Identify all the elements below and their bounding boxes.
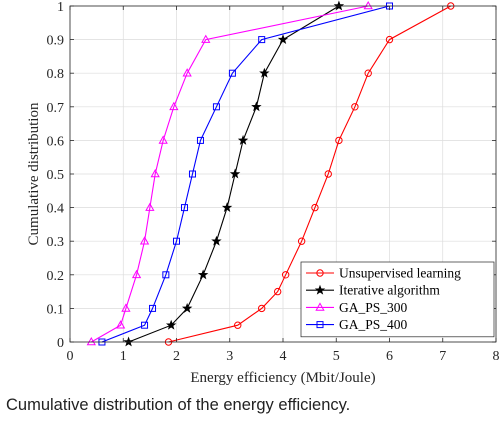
circle-marker [234,321,242,329]
legend-item: Iterative algorithm [306,283,440,298]
series-star [123,0,345,347]
triangle-marker [315,302,325,311]
x-tick-label: 4 [280,349,287,364]
y-tick-label: 0.6 [47,134,65,149]
triangle-marker [121,303,131,312]
circle-marker [297,237,306,245]
circle-marker [281,271,290,279]
legend-label: Iterative algorithm [339,283,440,298]
square-marker [188,170,196,178]
circle-marker [335,136,343,145]
legend-label: GA_PS_400 [339,317,408,332]
y-axis-label: Cumulative distribution [26,102,42,245]
square-marker [162,271,170,279]
star-marker [333,0,345,11]
triangle-marker [201,34,211,43]
circle-marker [364,69,372,77]
x-axis-label: Energy efficiency (Mbit/Joule) [190,370,375,386]
cdf-chart: 0 1 2 3 4 5 6 7 8 0 0.1 0.2 0.3 0.4 0.5 0.6 0.7 0.8 0.9 1 E… [26,0,500,386]
square-marker [258,36,266,44]
series-triangle [86,0,373,346]
star-marker [229,168,241,179]
triangle-marker [131,269,142,279]
x-tick-label: 6 [386,349,393,364]
square-marker [316,321,324,329]
star-marker [165,319,177,330]
square-marker [212,103,220,111]
star-marker [237,134,249,145]
star-marker [221,202,233,213]
x-tick-label: 1 [120,349,127,364]
square-marker [141,321,149,329]
triangle-marker [182,68,192,77]
triangle-marker [145,202,155,211]
star-marker [277,34,289,45]
star-marker [259,67,270,78]
square-marker [173,237,180,245]
legend-item: GA_PS_300 [306,300,408,315]
triangle-marker [363,0,373,10]
square-marker [196,136,204,144]
star-marker [123,336,134,347]
star-marker [211,235,222,246]
y-tick-label: 0.2 [47,269,65,284]
circle-marker [385,35,394,44]
circle-marker [316,269,324,277]
star-marker [181,302,193,313]
y-tick-label: 0.7 [47,101,65,116]
circle-marker [258,304,266,313]
legend-item: GA_PS_400 [306,317,408,332]
y-tick-label: 0.5 [47,168,65,183]
y-tick-label: 1 [57,0,64,15]
legend: Unsupervised learning Iterative algorithm… [300,261,495,338]
circle-marker [273,287,282,296]
triangle-marker [150,168,160,178]
series-layer [86,0,455,347]
triangle-marker [115,320,126,329]
circle-marker [311,203,319,212]
y-tick-label: 0.9 [47,34,65,49]
legend-label: GA_PS_300 [339,300,408,315]
circle-marker [324,170,332,178]
triangle-marker [158,135,168,144]
x-tick-label: 5 [333,349,340,364]
circle-marker [351,103,359,111]
series-line [168,5,452,343]
x-tick-label: 0 [67,349,74,364]
square-marker [228,69,236,77]
legend-item: Unsupervised learning [306,266,461,281]
star-marker [251,101,262,112]
y-tick-label: 0.8 [47,67,65,82]
square-marker [180,204,188,212]
y-tick-label: 0.3 [47,235,65,250]
y-tick-label: 0.1 [47,302,65,317]
y-tick-label: 0.4 [47,202,65,217]
y-tick-label: 0 [57,336,64,351]
star-marker [314,284,326,295]
x-tick-label: 7 [439,349,446,364]
x-tick-label: 8 [493,349,500,364]
axis-ticks: 0 1 2 3 4 5 6 7 8 0 0.1 0.2 0.3 0.4 0.5 0.6 0.7 0.8 0.9 1 [47,0,500,364]
legend-label: Unsupervised learning [339,266,461,281]
triangle-marker [139,236,150,245]
star-marker [197,269,209,280]
triangle-marker [86,336,96,346]
figure-caption: Cumulative distribution of the energy ef… [6,396,351,414]
x-tick-label: 2 [173,349,180,364]
square-marker [149,304,157,312]
triangle-marker [169,101,179,111]
x-tick-label: 3 [226,349,233,364]
